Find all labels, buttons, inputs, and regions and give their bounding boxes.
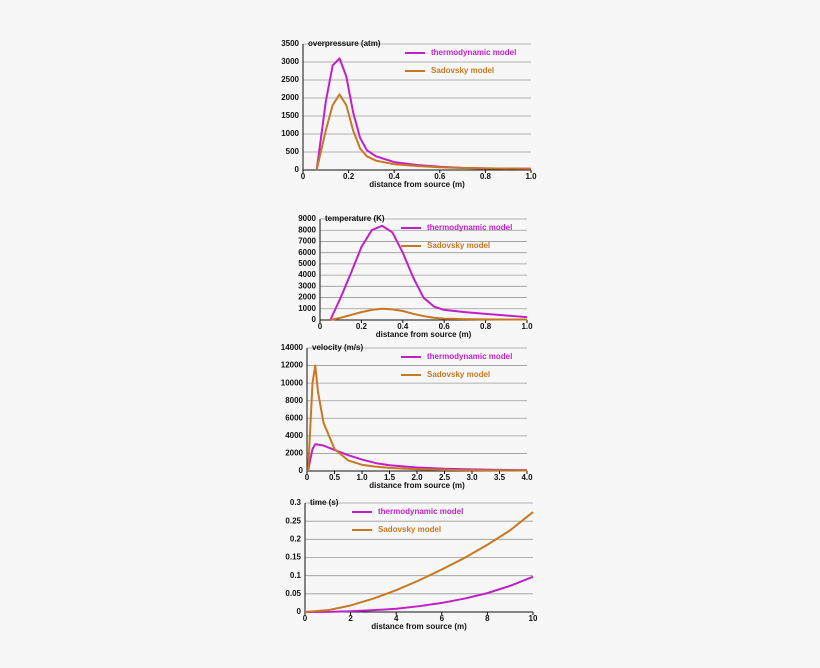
- y-axis-label: velocity (m/s): [312, 343, 363, 352]
- y-tick-label: 7000: [298, 237, 316, 246]
- y-tick-label: 1000: [281, 129, 299, 138]
- y-tick-label: 6000: [298, 248, 316, 257]
- y-tick-label: 0.2: [290, 534, 302, 543]
- x-tick-label: 10: [529, 614, 538, 623]
- x-tick-label: 3.0: [466, 473, 478, 482]
- legend-label: thermodynamic model: [427, 352, 512, 361]
- y-tick-label: 5000: [298, 259, 316, 268]
- data-line: [304, 511, 534, 613]
- x-tick-label: 0.5: [329, 473, 341, 482]
- y-tick-label: 2500: [281, 75, 299, 84]
- y-axis-label: temperature (K): [325, 214, 385, 223]
- x-tick-label: 1.0: [356, 473, 368, 482]
- y-axis-label: overpressure (atm): [308, 39, 381, 48]
- data-line: [330, 307, 528, 321]
- y-tick-label: 14000: [281, 343, 304, 352]
- x-tick-label: 0: [318, 322, 323, 331]
- y-tick-label: 4000: [285, 431, 303, 440]
- y-tick-label: 500: [286, 147, 300, 156]
- x-tick-label: 0.6: [439, 322, 451, 331]
- y-tick-label: 2000: [281, 93, 299, 102]
- x-tick-label: 0.8: [480, 172, 492, 181]
- x-tick-label: 0: [305, 473, 310, 482]
- legend-label: thermodynamic model: [378, 507, 463, 516]
- y-tick-label: 3000: [281, 57, 299, 66]
- x-tick-label: 0: [303, 614, 308, 623]
- y-tick-label: 0.1: [290, 571, 302, 580]
- x-tick-label: 0.8: [480, 322, 492, 331]
- y-tick-label: 8000: [298, 225, 316, 234]
- x-axis-label: distance from source (m): [369, 481, 465, 490]
- y-tick-label: 4000: [298, 270, 316, 279]
- x-tick-label: 8: [485, 614, 490, 623]
- legend-label: Sadovsky model: [427, 370, 490, 379]
- y-tick-label: 10000: [281, 378, 304, 387]
- x-tick-label: 2: [348, 614, 353, 623]
- x-tick-label: 1.5: [384, 473, 396, 482]
- y-tick-label: 8000: [285, 396, 303, 405]
- x-tick-label: 4: [394, 614, 399, 623]
- x-tick-label: 1.0: [525, 172, 537, 181]
- y-tick-label: 0.25: [285, 516, 301, 525]
- y-tick-label: 2000: [285, 449, 303, 458]
- x-tick-label: 0.6: [434, 172, 446, 181]
- y-tick-label: 0: [299, 466, 304, 475]
- y-axis-label: time (s): [310, 498, 339, 507]
- y-tick-label: 0.05: [285, 589, 301, 598]
- y-tick-label: 3500: [281, 39, 299, 48]
- legend-label: Sadovsky model: [427, 241, 490, 250]
- y-tick-label: 2000: [298, 293, 316, 302]
- x-tick-label: 6: [440, 614, 445, 623]
- legend-label: Sadovsky model: [378, 525, 441, 534]
- x-tick-label: 3.5: [494, 473, 506, 482]
- y-tick-label: 6000: [285, 413, 303, 422]
- data-line: [307, 443, 528, 472]
- x-tick-label: 0.4: [389, 172, 401, 181]
- x-tick-label: 0.2: [343, 172, 355, 181]
- x-axis-label: distance from source (m): [371, 622, 467, 631]
- y-tick-label: 0: [295, 165, 300, 174]
- y-tick-label: 0: [297, 607, 302, 616]
- data-line: [329, 224, 528, 321]
- y-tick-label: 1000: [298, 304, 316, 313]
- legend-label: thermodynamic model: [431, 48, 516, 57]
- x-tick-label: 2.0: [411, 473, 423, 482]
- y-tick-label: 0.3: [290, 498, 302, 507]
- y-tick-label: 1500: [281, 111, 299, 120]
- y-tick-label: 3000: [298, 281, 316, 290]
- y-tick-label: 0.15: [285, 553, 301, 562]
- y-tick-label: 9000: [298, 214, 316, 223]
- x-tick-label: 1.0: [521, 322, 533, 331]
- data-line: [307, 364, 528, 472]
- x-axis-label: distance from source (m): [369, 180, 465, 189]
- x-tick-label: 4.0: [521, 473, 533, 482]
- x-tick-label: 0.4: [397, 322, 409, 331]
- x-tick-label: 0.2: [356, 322, 368, 331]
- data-line: [304, 575, 534, 613]
- y-tick-label: 12000: [281, 361, 304, 370]
- x-tick-label: 0: [301, 172, 306, 181]
- legend-label: thermodynamic model: [427, 223, 512, 232]
- legend-label: Sadovsky model: [431, 66, 494, 75]
- x-tick-label: 2.5: [439, 473, 451, 482]
- data-line: [315, 93, 532, 171]
- x-axis-label: distance from source (m): [376, 330, 472, 339]
- y-tick-label: 0: [312, 315, 317, 324]
